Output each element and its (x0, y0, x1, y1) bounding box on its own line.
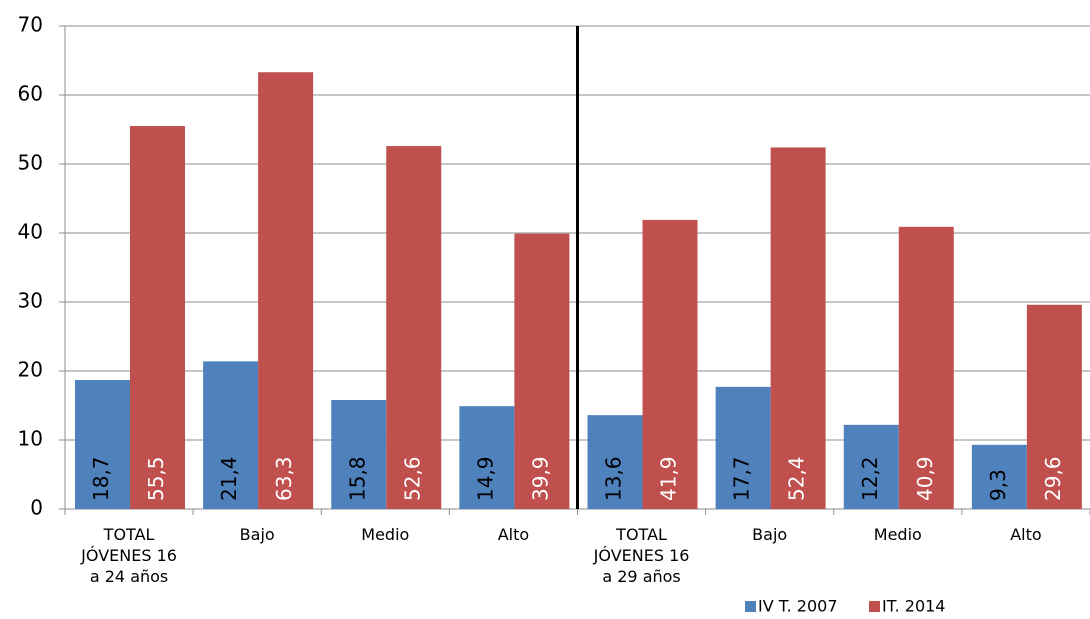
legend-label: IV T. 2007 (758, 597, 838, 616)
data-label: 18,7 (89, 456, 113, 501)
y-tick-label: 0 (30, 496, 43, 520)
bar (203, 361, 259, 509)
y-tick-label: 30 (18, 289, 43, 313)
bar (971, 444, 1027, 509)
x-tick-label: TOTAL JÓVENES 16 a 29 años (593, 525, 690, 586)
bar (130, 126, 185, 510)
bar (75, 379, 130, 509)
y-tick-label: 20 (18, 358, 43, 382)
legend-swatch (869, 601, 880, 612)
bar (898, 226, 954, 510)
data-label: 52,6 (400, 456, 424, 501)
x-tick-label: Alto (1010, 525, 1042, 544)
y-tick-label: 50 (18, 151, 43, 175)
legend-label: IT. 2014 (882, 597, 945, 616)
bar (715, 386, 771, 509)
data-label: 39,9 (528, 456, 552, 501)
data-label: 13,6 (602, 456, 626, 501)
data-label: 55,5 (144, 456, 168, 501)
data-label: 17,7 (730, 456, 754, 501)
bar (843, 424, 899, 509)
data-label: 21,4 (217, 456, 241, 501)
bar (386, 146, 442, 509)
data-label: 41,9 (657, 456, 681, 501)
bar (514, 233, 570, 509)
data-label: 29,6 (1041, 456, 1065, 501)
bar (642, 219, 698, 509)
data-label: 12,2 (858, 456, 882, 501)
data-label: 9,3 (986, 469, 1010, 501)
y-tick-label: 40 (18, 220, 43, 244)
data-label: 15,8 (345, 456, 369, 501)
x-tick-label: Alto (497, 525, 530, 544)
x-tick-label: Medio (873, 525, 922, 544)
bar (459, 406, 515, 509)
data-label: 14,9 (473, 456, 497, 501)
data-label: 63,3 (272, 456, 296, 501)
bar (770, 147, 826, 509)
bar (258, 72, 314, 509)
x-tick-label: Bajo (239, 525, 275, 544)
y-tick-label: 10 (18, 427, 43, 451)
y-tick-label: 70 (18, 13, 43, 37)
data-label: 52,4 (785, 456, 809, 501)
legend-swatch (745, 601, 756, 612)
x-tick-label: Medio (361, 525, 410, 544)
y-tick-label: 60 (18, 82, 43, 106)
data-label: 40,9 (913, 456, 937, 501)
x-tick-label: TOTAL JÓVENES 16 a 24 años (81, 525, 177, 586)
bar (331, 399, 387, 509)
bar (1026, 304, 1082, 509)
bar (587, 415, 643, 509)
x-tick-label: Bajo (752, 525, 788, 544)
